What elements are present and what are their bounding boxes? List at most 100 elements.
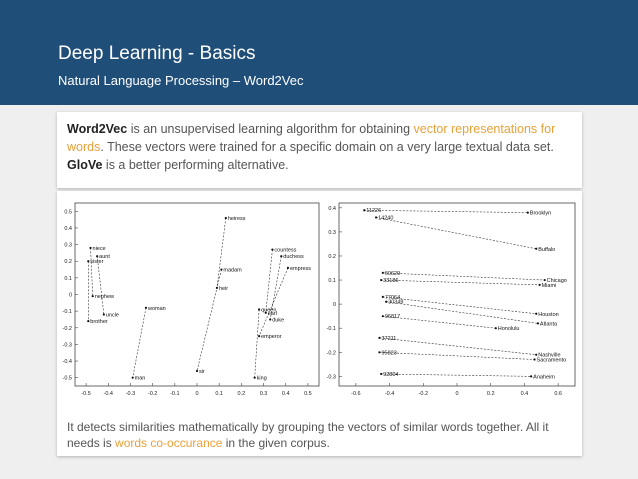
data-point [380, 278, 383, 282]
x-tick-label: 0.2 [487, 391, 495, 396]
intro-text-1: is an unsupervised learning algorithm fo… [127, 122, 414, 136]
data-point [280, 255, 283, 258]
data-point [224, 216, 227, 220]
intro-text-3: is a better performing alternative. [102, 158, 289, 172]
data-point [220, 268, 223, 271]
data-point [131, 376, 134, 379]
slide-header: Deep Learning - Basics Natural Language … [0, 0, 638, 105]
pair-line [265, 249, 273, 313]
pair-line [386, 301, 538, 324]
point-label: king [257, 376, 267, 382]
point-label: nephew [95, 294, 114, 300]
point-label: 30349 [388, 300, 403, 306]
point-label: Sacramento [537, 358, 567, 364]
data-point [378, 336, 381, 339]
data-point [538, 283, 541, 286]
point-label: 33186 [383, 278, 398, 284]
pair-line [96, 256, 105, 315]
point-label: Miami [542, 283, 557, 289]
x-tick-label: -0.6 [351, 391, 360, 396]
data-point [494, 327, 497, 330]
y-tick-label: -0.4 [63, 359, 72, 365]
y-tick-label: 0.3 [64, 243, 72, 249]
slide-title: Deep Learning - Basics [58, 43, 256, 64]
x-tick-label: -0.2 [419, 391, 428, 396]
pair-line [381, 373, 532, 377]
y-tick-label: -0.1 [63, 309, 72, 315]
data-point [258, 308, 261, 311]
point-label: Nashville [538, 353, 560, 359]
pair-line [382, 315, 496, 329]
pair-line [382, 272, 545, 281]
point-label: heir [219, 286, 228, 292]
pair-line [254, 309, 260, 378]
point-label: 92804 [383, 372, 398, 378]
y-tick-label: -0.3 [327, 374, 336, 380]
data-point [96, 255, 99, 258]
intro-paragraph: Word2Vec is an unsupervised learning alg… [67, 120, 577, 174]
pair-line [364, 209, 528, 213]
y-tick-label: -0.2 [327, 350, 336, 356]
point-label: Houston [538, 312, 559, 318]
footer-paragraph: It detects similarities mathematically b… [67, 419, 582, 451]
x-tick-label: -0.4 [104, 391, 113, 396]
data-point [195, 369, 199, 373]
x-tick-label: 0.4 [521, 391, 529, 396]
point-label: 95823 [381, 350, 396, 356]
point-label: Brooklyn [530, 211, 551, 217]
data-point [536, 322, 540, 325]
point-label: emperor [261, 334, 282, 340]
data-point [535, 247, 538, 250]
data-point [526, 211, 529, 214]
point-label: Honolulu [498, 326, 520, 332]
point-label: aunt [99, 254, 110, 260]
y-tick-label: 0 [69, 293, 72, 299]
intro-highlight: vector representations for words [67, 122, 556, 154]
footer-text-2: in the given corpus. [222, 436, 330, 450]
pair-line [90, 247, 94, 297]
gender-title-plot: -0.5 -0.4 -0.3 -0.2 -0.1 0 0.1 0.2 0.3 0.4 0.5 0.5 0… [63, 202, 320, 396]
x-tick-label: 0.4 [282, 391, 290, 396]
data-point [381, 271, 384, 274]
x-tick-label: -0.4 [385, 391, 394, 396]
data-point [253, 376, 256, 379]
zip-city-plot: -0.6 -0.4 -0.2 0 0.2 0.4 0.6 0.4 0.3 0.2 0.1 0 -0.1 -… [327, 202, 576, 396]
point-label: sister [90, 259, 103, 265]
point-label: Atlanta [540, 321, 558, 327]
x-tick-label: 0 [195, 391, 198, 396]
x-tick-label: 0.5 [304, 391, 312, 396]
point-label: duchess [283, 254, 304, 260]
point-label: uncle [106, 312, 119, 318]
point-label: 60629 [385, 271, 400, 277]
data-point [380, 372, 383, 376]
point-label: heiress [228, 216, 246, 222]
y-tick-label: 0.2 [328, 254, 336, 260]
data-point [271, 248, 274, 251]
data-point [91, 295, 94, 298]
data-point [102, 313, 105, 316]
pair-line [379, 351, 535, 360]
data-point [87, 320, 90, 323]
data-point [530, 375, 533, 378]
point-label: duke [272, 317, 284, 323]
x-tick-label: -0.1 [170, 391, 179, 396]
point-label: queen [261, 307, 276, 313]
point-label: 96817 [385, 314, 400, 320]
footer-highlight: words co-occurance [115, 436, 223, 450]
data-point [381, 315, 384, 318]
point-label: sir [199, 369, 205, 375]
pair-line [196, 269, 222, 372]
figure-card: -0.5 -0.4 -0.3 -0.2 -0.1 0 0.1 0.2 0.3 0.4 0.5 0.5 0… [57, 191, 582, 456]
y-tick-label: -0.5 [63, 376, 72, 382]
y-tick-label: 0.4 [328, 206, 336, 212]
data-point [535, 312, 538, 315]
data-point [381, 295, 384, 299]
point-label: woman [147, 306, 166, 312]
x-tick-label: -0.3 [126, 391, 135, 396]
pair-line [381, 279, 540, 286]
data-point [535, 353, 538, 356]
y-tick-label: 0.1 [64, 276, 72, 282]
point-label: Anaheim [533, 374, 555, 380]
point-label: 37211 [381, 336, 396, 342]
y-tick-label: -0.1 [327, 326, 336, 332]
